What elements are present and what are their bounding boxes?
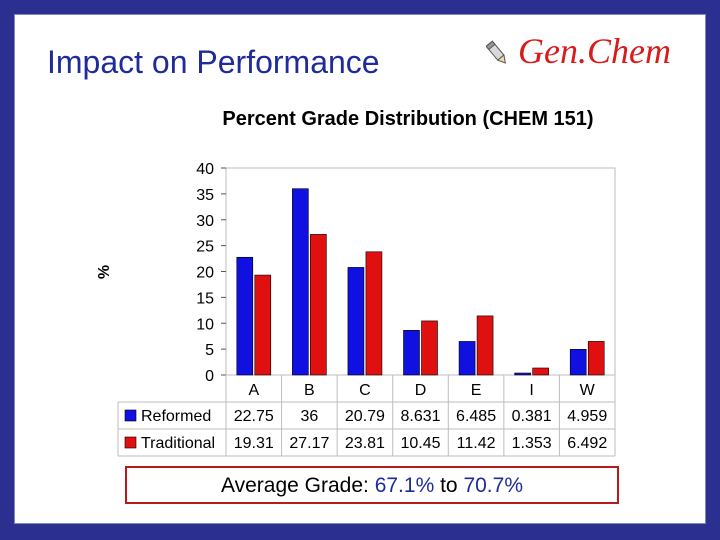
table-value-reformed: 0.381 (512, 408, 552, 425)
x-category-label: D (415, 382, 427, 399)
y-tick-label: 20 (196, 265, 214, 282)
traditional-average: 70.7% (463, 474, 523, 497)
plot-area (225, 167, 616, 376)
bar-traditional-w (587, 341, 605, 376)
legend-label-reformed: Reformed (141, 408, 211, 425)
x-category-label: E (471, 382, 482, 399)
table-value-traditional: 23.81 (345, 435, 385, 452)
bar-traditional-c (365, 251, 383, 376)
x-category-label: B (304, 382, 315, 399)
table-value-reformed: 6.485 (456, 408, 496, 425)
reformed-average: 67.1% (374, 474, 435, 497)
bar-reformed-w (569, 349, 587, 376)
y-tick-label: 25 (196, 239, 214, 256)
y-tick-label: 40 (196, 161, 214, 178)
bar-reformed-c (347, 267, 365, 376)
bar-reformed-i (514, 372, 531, 376)
y-tick-label: 10 (196, 316, 214, 333)
legend-swatch-reformed (124, 409, 137, 422)
data-table: A B C D E I W Reformed 22.75 36 20.79 8.631 6.485 0.3… (117, 375, 616, 457)
table-value-reformed: 4.959 (567, 408, 607, 425)
legend-swatch-traditional (124, 436, 137, 449)
x-category-label: C (359, 382, 371, 399)
y-tick-label: 0 (205, 368, 214, 385)
legend-label-traditional: Traditional (141, 435, 215, 452)
x-category-label: I (529, 382, 533, 399)
bar-traditional-i (532, 367, 549, 376)
table-value-reformed: 36 (300, 408, 318, 425)
table-value-traditional: 27.17 (289, 435, 329, 452)
x-category-label: A (248, 382, 259, 399)
table-value-traditional: 19.31 (234, 435, 274, 452)
table-value-traditional: 6.492 (567, 435, 607, 452)
bar-traditional-d (421, 320, 438, 376)
bars (236, 188, 605, 376)
gen-chem-logo: Gen.Chem (486, 30, 696, 74)
y-tick-label: 30 (196, 213, 214, 230)
bar-reformed-b (292, 188, 309, 376)
bar-traditional-a (254, 274, 272, 376)
y-tick-label: 5 (205, 342, 214, 359)
x-category-label: W (580, 382, 596, 399)
bar-traditional-e (476, 315, 494, 376)
bar-traditional-b (310, 234, 327, 376)
y-tick-label: 15 (196, 290, 214, 307)
table-value-traditional: 1.353 (512, 435, 552, 452)
table-value-traditional: 11.42 (457, 435, 496, 452)
grade-distribution-chart: Percent Grade Distribution (CHEM 151) % … (96, 108, 616, 457)
bar-reformed-e (458, 341, 476, 376)
y-tick-label: 35 (196, 187, 214, 204)
pencil-icon (486, 40, 507, 64)
logo-text: Gen.Chem (518, 31, 671, 71)
average-connector: to (440, 474, 458, 497)
table-value-traditional: 10.45 (400, 435, 440, 452)
bar-reformed-d (403, 330, 420, 376)
y-axis: 0 5 10 15 20 25 30 35 40 (196, 161, 226, 385)
y-axis-label: % (96, 265, 113, 279)
bar-reformed-a (236, 256, 254, 376)
table-value-reformed: 20.79 (345, 408, 385, 425)
table-value-reformed: 22.75 (234, 408, 274, 425)
average-grade-box: Average Grade: 67.1% to 70.7% (125, 466, 619, 504)
chart-title: Percent Grade Distribution (CHEM 151) (222, 108, 593, 130)
average-grade-label: Average Grade: (220, 474, 369, 497)
table-value-reformed: 8.631 (400, 408, 440, 425)
slide-title: Impact on Performance (47, 44, 380, 80)
